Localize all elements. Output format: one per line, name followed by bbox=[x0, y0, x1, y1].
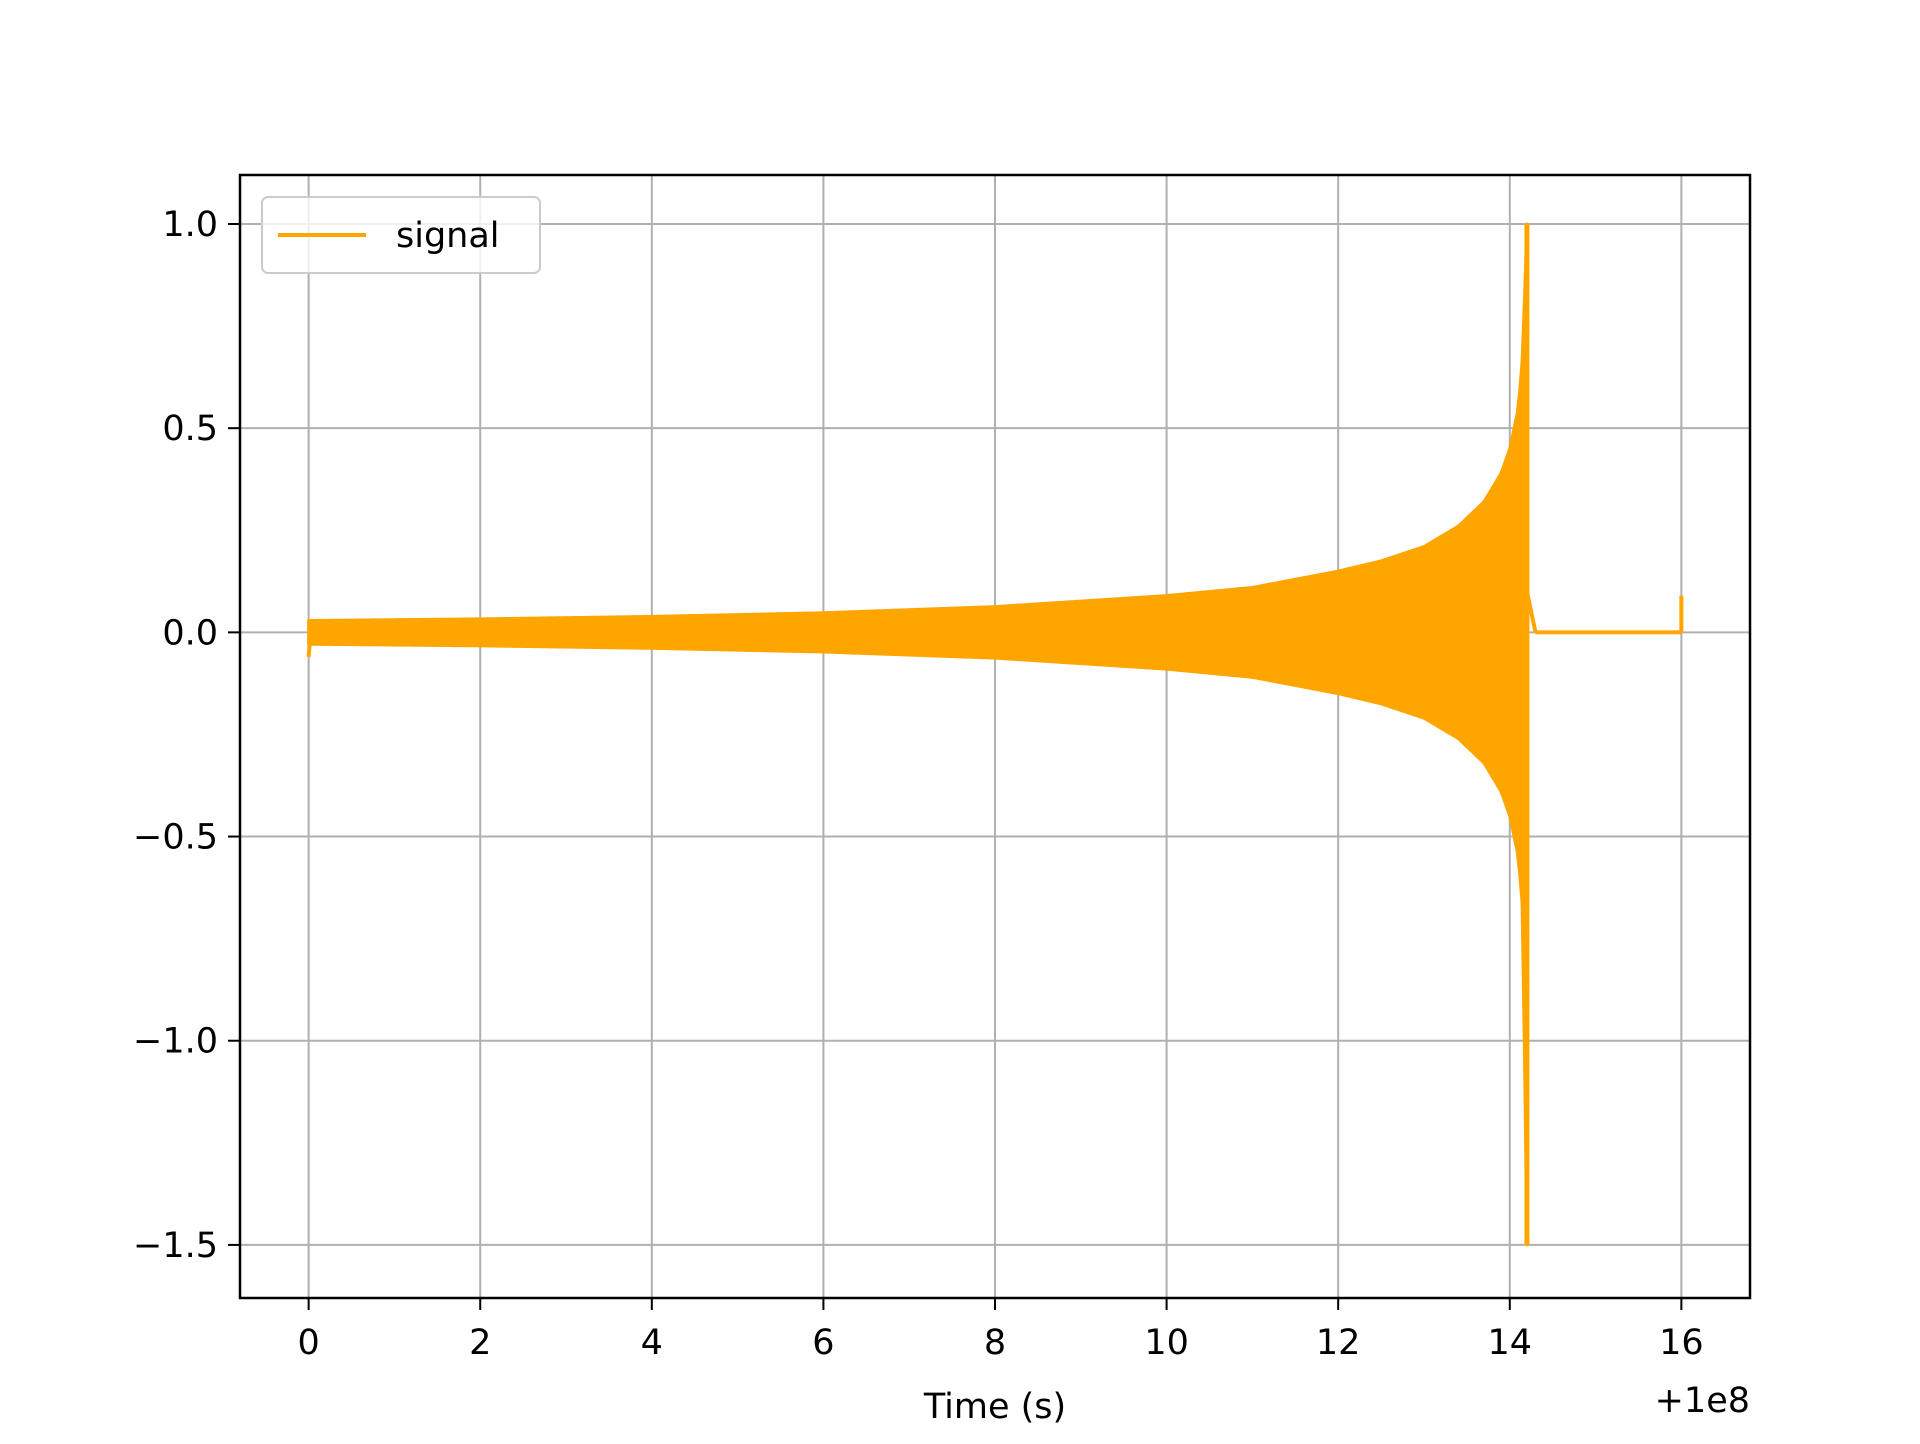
x-offset-label: +1e8 bbox=[1655, 1381, 1750, 1421]
x-tick-label: 16 bbox=[1659, 1323, 1704, 1363]
x-tick-label: 12 bbox=[1316, 1323, 1361, 1363]
legend-box bbox=[261, 196, 541, 274]
y-tick-label: 0.5 bbox=[162, 409, 218, 449]
legend-label-signal: signal bbox=[396, 216, 500, 256]
x-tick-label: 14 bbox=[1487, 1323, 1532, 1363]
signal-ringdown bbox=[1524, 591, 1538, 633]
y-tick-label: −1.5 bbox=[133, 1226, 218, 1266]
x-tick-label: 0 bbox=[297, 1323, 319, 1363]
x-tick-label: 10 bbox=[1144, 1323, 1189, 1363]
y-tick-label: −0.5 bbox=[133, 818, 218, 858]
legend: signal bbox=[261, 196, 541, 274]
x-tick-label: 6 bbox=[812, 1323, 834, 1363]
y-tick-label: 1.0 bbox=[162, 205, 218, 245]
x-tick-label: 8 bbox=[984, 1323, 1006, 1363]
signal-waveform-band bbox=[307, 222, 1529, 1247]
x-tick-label: 2 bbox=[469, 1323, 491, 1363]
y-tick-label: 0.0 bbox=[162, 613, 218, 653]
y-tick-label: −1.0 bbox=[133, 1022, 218, 1062]
axes: 0 2 4 6 8 10 12 14 16 1.0 0.5 0.0 −0.5 −1.0 −1.5 Time (… bbox=[133, 173, 1752, 1427]
x-axis-label: Time (s) bbox=[923, 1387, 1066, 1427]
x-tick-label: 4 bbox=[641, 1323, 663, 1363]
signal-start-spike bbox=[306, 620, 314, 658]
series-layer bbox=[306, 222, 1684, 1247]
